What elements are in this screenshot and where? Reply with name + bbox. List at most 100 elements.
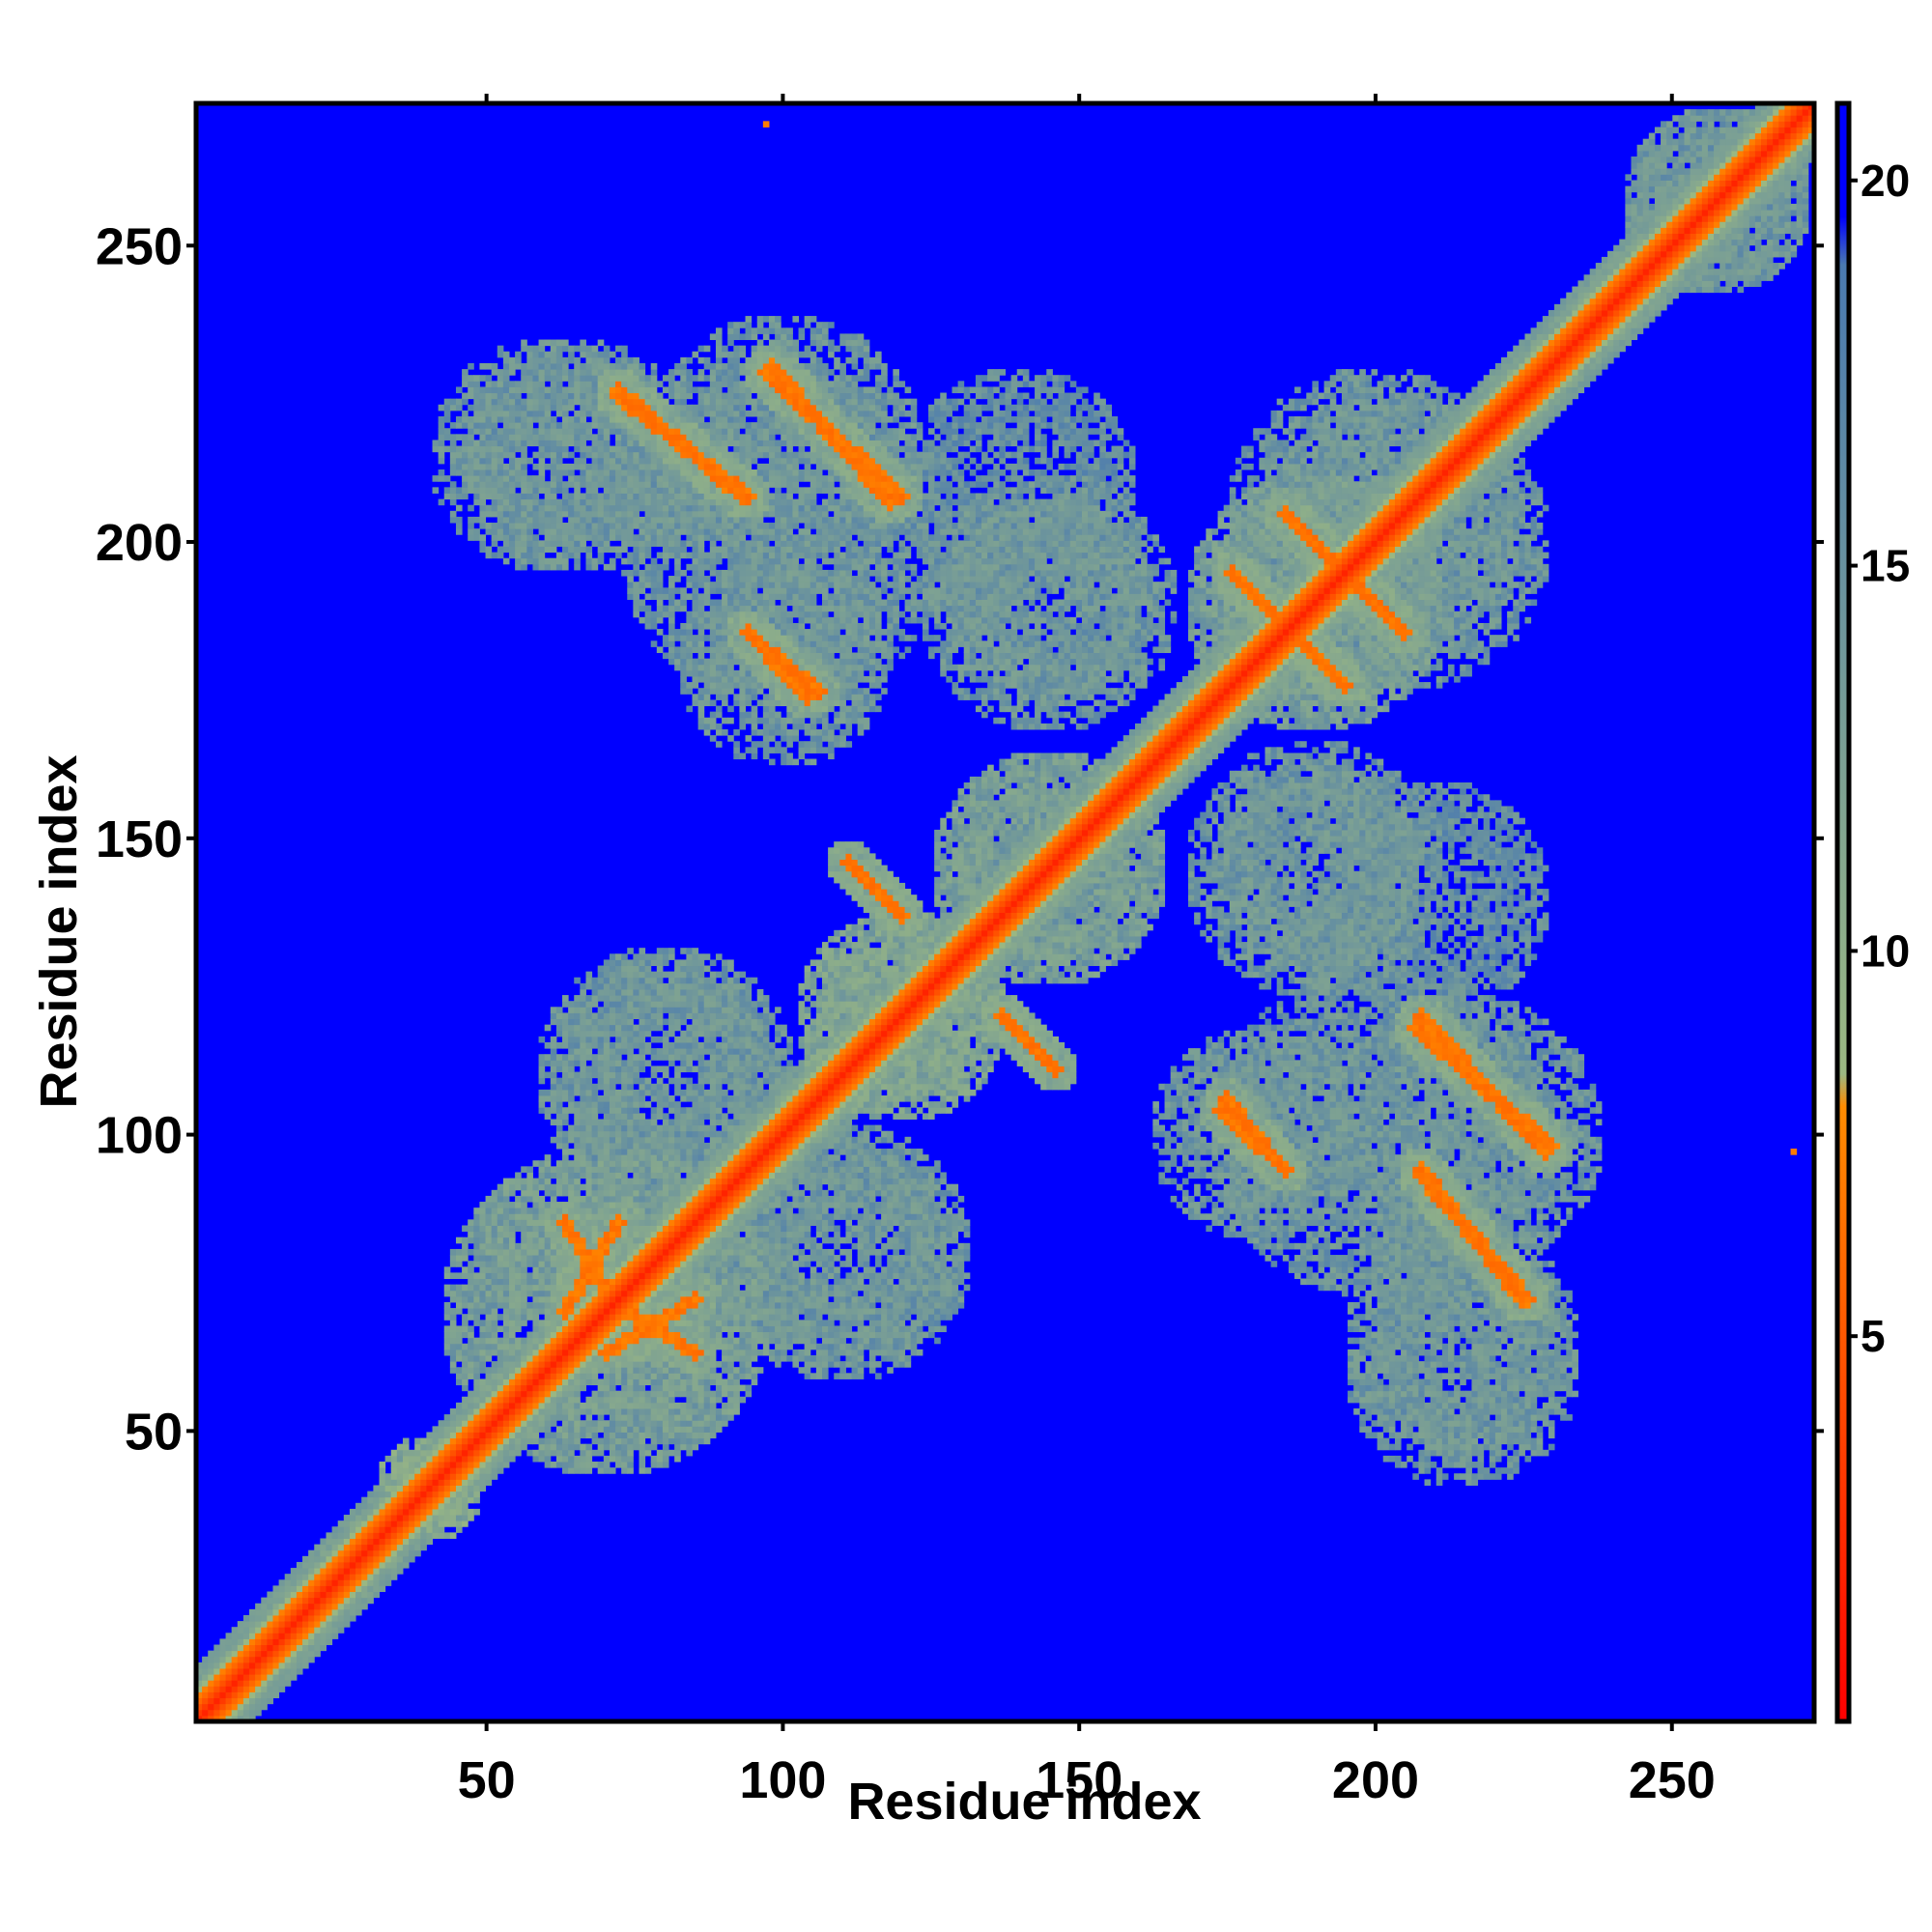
heatmap-cell	[502, 369, 510, 376]
heatmap-cell	[373, 1532, 380, 1539]
heatmap-cell	[538, 1367, 546, 1374]
heatmap-cell	[497, 493, 504, 500]
heatmap-cell	[609, 1449, 616, 1457]
heatmap-cell	[379, 1568, 386, 1575]
heatmap-cell	[609, 469, 616, 476]
heatmap-cell	[580, 1255, 586, 1262]
heatmap-cell	[609, 1432, 616, 1439]
heatmap-cell	[591, 1231, 599, 1238]
heatmap-cell	[261, 1638, 268, 1646]
heatmap-cell	[502, 493, 510, 500]
heatmap-cell	[202, 1667, 209, 1675]
heatmap-cell	[597, 523, 605, 529]
heatmap-cell	[680, 605, 687, 612]
heatmap-cell	[680, 434, 687, 440]
heatmap-cell	[449, 1261, 457, 1267]
heatmap-cell	[267, 1691, 273, 1699]
heatmap-cell	[544, 540, 552, 547]
heatmap-cell	[468, 1278, 474, 1286]
heatmap-cell	[485, 1437, 493, 1445]
heatmap-cell	[515, 434, 522, 440]
heatmap-cell	[555, 457, 563, 465]
heatmap-cell	[686, 1308, 693, 1315]
heatmap-cell	[509, 1325, 516, 1333]
heatmap-cell	[555, 1314, 563, 1321]
heatmap-cell	[455, 1373, 463, 1379]
heatmap-cell	[231, 1691, 239, 1699]
heatmap-cell	[208, 1709, 214, 1717]
heatmap-cell	[639, 1408, 646, 1415]
heatmap-cell	[603, 1308, 611, 1315]
heatmap-cell	[479, 1443, 487, 1451]
heatmap-cell	[568, 1060, 575, 1066]
heatmap-cell	[680, 1308, 687, 1315]
heatmap-cell	[603, 1343, 611, 1350]
heatmap-cell	[639, 1432, 646, 1439]
heatmap-cell	[515, 422, 522, 429]
heatmap-cell	[550, 1225, 557, 1233]
heatmap-cell	[644, 528, 652, 535]
heatmap-cell	[225, 1715, 233, 1722]
heatmap-cell	[633, 1314, 639, 1321]
heatmap-cell	[621, 995, 628, 1002]
heatmap-cell	[320, 1555, 327, 1563]
heatmap-cell	[568, 1231, 575, 1238]
heatmap-cell	[633, 1219, 639, 1226]
heatmap-cell	[650, 369, 658, 376]
heatmap-cell	[479, 375, 487, 382]
heatmap-cell	[633, 582, 639, 588]
heatmap-cell	[473, 1219, 480, 1226]
heatmap-cell	[355, 1585, 362, 1593]
heatmap-cell	[361, 1579, 368, 1586]
heatmap-cell	[402, 1515, 410, 1521]
heatmap-cell	[390, 1515, 398, 1521]
heatmap-cell	[585, 1142, 593, 1150]
heatmap-cell	[662, 398, 669, 406]
heatmap-cell	[585, 557, 593, 565]
heatmap-cell	[644, 510, 652, 518]
heatmap-cell	[580, 1136, 586, 1144]
heatmap-cell	[502, 1278, 510, 1286]
heatmap-cell	[633, 1101, 639, 1108]
heatmap-cell	[674, 1295, 681, 1303]
heatmap-cell	[538, 1208, 546, 1214]
heatmap-cell	[361, 1538, 368, 1546]
heatmap-cell	[686, 510, 693, 518]
heatmap-cell	[680, 640, 687, 647]
heatmap-cell	[555, 510, 563, 518]
heatmap-cell	[502, 1225, 510, 1233]
heatmap-cell	[449, 510, 457, 518]
heatmap-cell	[491, 440, 498, 447]
heatmap-cell	[521, 1308, 527, 1315]
heatmap-cell	[538, 523, 546, 529]
heatmap-cell	[532, 1225, 540, 1233]
heatmap-cell	[532, 510, 540, 518]
heatmap-cell	[473, 428, 480, 435]
heatmap-cell	[485, 1266, 493, 1273]
heatmap-cell	[627, 1266, 634, 1273]
heatmap-cell	[532, 1301, 540, 1309]
heatmap-cell	[485, 362, 493, 370]
heatmap-cell	[615, 1130, 622, 1138]
heatmap-cell	[544, 416, 552, 423]
heatmap-cell	[208, 1715, 214, 1722]
heatmap-cell	[409, 1462, 415, 1468]
heatmap-cell	[521, 416, 527, 423]
heatmap-cell	[491, 510, 498, 518]
heatmap-cell	[656, 1018, 664, 1026]
heatmap-cell	[521, 434, 527, 440]
heatmap-cell	[574, 1426, 581, 1433]
heatmap-cell	[597, 1308, 605, 1315]
heatmap-cell	[509, 552, 516, 559]
heatmap-cell	[432, 1432, 440, 1439]
heatmap-cell	[420, 1455, 427, 1463]
heatmap-cell	[555, 1183, 563, 1191]
heatmap-cell	[521, 557, 527, 565]
heatmap-cell	[521, 1195, 527, 1203]
heatmap-cell	[692, 1284, 699, 1292]
heatmap-cell	[355, 1532, 362, 1539]
heatmap-cell	[585, 1349, 593, 1356]
heatmap-cell	[585, 1426, 593, 1433]
heatmap-cell	[580, 1054, 586, 1061]
heatmap-cell	[597, 498, 605, 506]
